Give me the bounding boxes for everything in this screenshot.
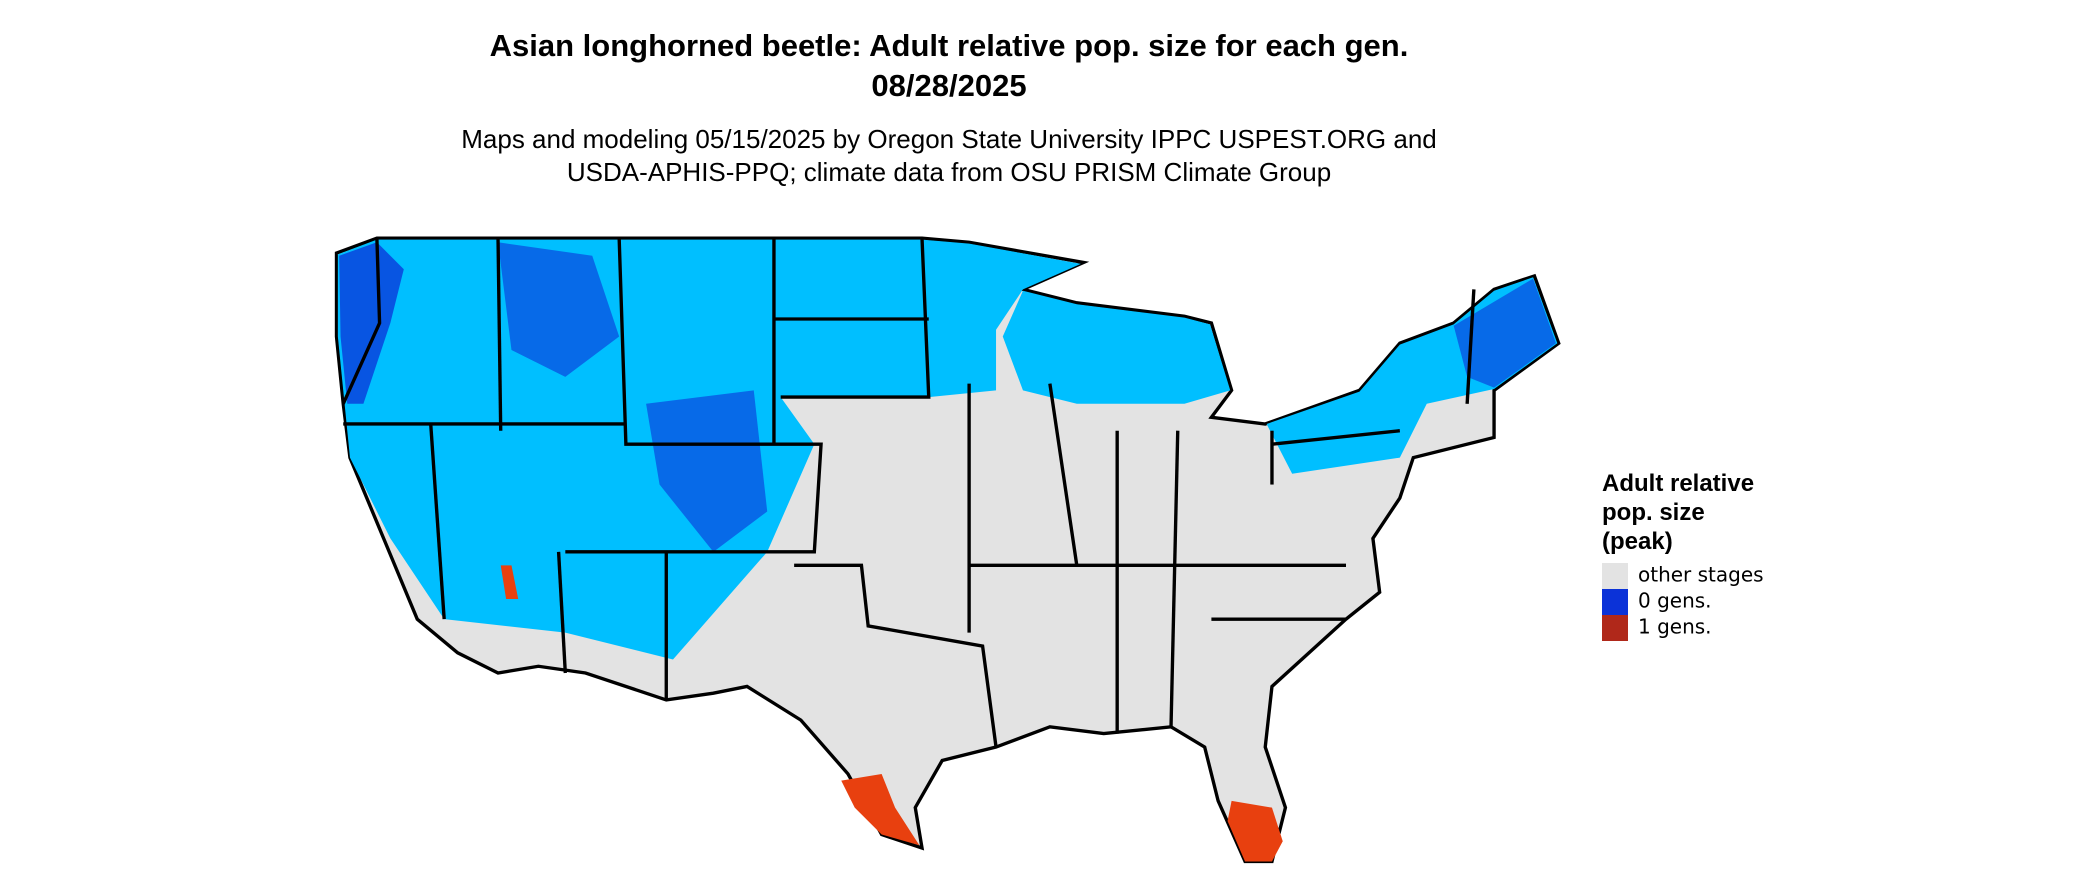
legend-swatch <box>1602 615 1628 641</box>
title: Asian longhorned beetle: Adult relative … <box>490 28 1409 63</box>
one-gen-region <box>500 565 519 599</box>
legend-label: 0 gens. <box>1638 589 1712 613</box>
zero-gen-dark <box>498 242 620 377</box>
subtitle-line: Maps and modeling 05/15/2025 by Oregon S… <box>461 124 1437 154</box>
map <box>334 236 1561 864</box>
zero-gen-dark <box>339 242 404 404</box>
legend-title: Adult relative <box>1602 470 1754 497</box>
subtitle-line: USDA-APHIS-PPQ; climate data from OSU PR… <box>567 157 1331 187</box>
zero-gen-region <box>1002 290 1231 404</box>
date: 08/28/2025 <box>871 68 1026 103</box>
legend-label: other stages <box>1638 563 1764 587</box>
one-gen-region <box>1227 800 1283 862</box>
legend-title: (peak) <box>1602 528 1673 555</box>
legend-label: 1 gens. <box>1638 615 1712 639</box>
legend-swatch <box>1602 563 1628 589</box>
one-gen-region <box>841 773 920 846</box>
state-lines <box>341 238 1476 748</box>
zero-gen-dark <box>646 390 768 552</box>
legend-swatch <box>1602 589 1628 615</box>
legend-title: pop. size <box>1602 499 1705 526</box>
zero-gen-dark <box>1453 278 1556 388</box>
